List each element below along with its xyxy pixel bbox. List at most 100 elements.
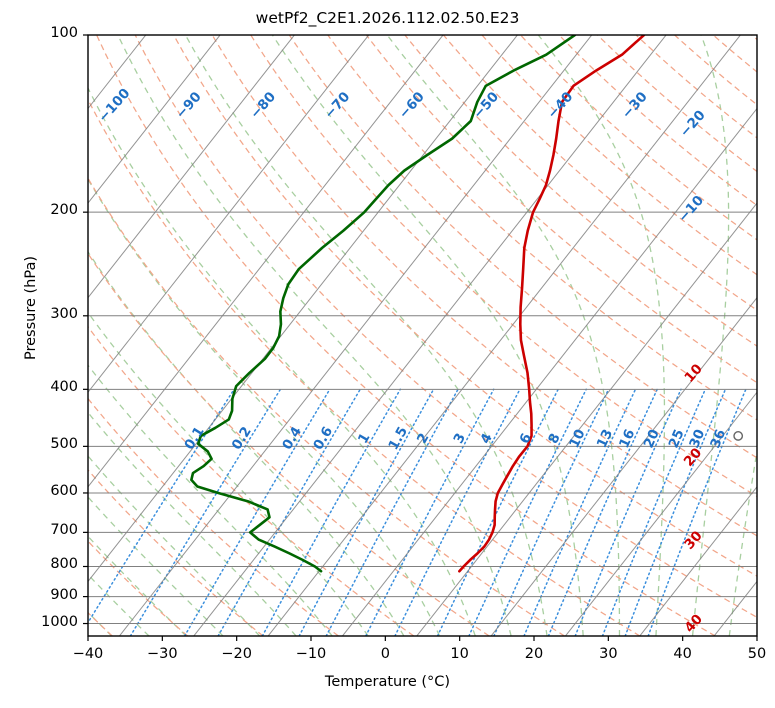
isotherm-50 <box>757 0 775 676</box>
mixing-ratio-0.2 <box>129 388 282 636</box>
isotherm--90 <box>88 35 221 204</box>
dry-adiabat-100 <box>327 35 757 421</box>
isotherms <box>0 0 775 676</box>
mixing-ratio-6 <box>436 388 559 636</box>
mixing-ratio-25 <box>601 388 707 636</box>
mixing-ratio-label-10: 10 <box>566 427 589 451</box>
x-tick-label-10: 10 <box>450 646 469 662</box>
x-axis-label: Temperature (°C) <box>324 674 451 690</box>
y-tick-label-400: 400 <box>50 379 78 396</box>
x-tick-label--10: −10 <box>295 646 327 662</box>
dry-adiabat-0 <box>88 325 415 636</box>
x-tick-label-40: 40 <box>673 646 692 662</box>
sounding-curves <box>190 35 646 573</box>
svg-text:30: 30 <box>686 427 708 451</box>
mixing-ratio-30 <box>624 388 727 636</box>
curve-dewpoint <box>190 35 577 573</box>
isotherm-20 <box>564 391 757 636</box>
svg-text:25: 25 <box>666 427 688 451</box>
y-tick-label-800: 800 <box>50 556 78 573</box>
page-title: wetPf2_C2E1.2026.112.02.50.E23 <box>255 9 520 27</box>
y-tick-label-500: 500 <box>50 436 78 453</box>
mixing-ratio-0.1 <box>88 388 235 624</box>
moist-adiabat--20 <box>88 455 261 636</box>
dry-adiabat--10 <box>88 397 339 636</box>
isotherm--10 <box>341 107 757 636</box>
dry-adiabat--30 <box>88 540 189 636</box>
axis-ticks <box>83 34 758 641</box>
moist-adiabat-15 <box>117 35 512 636</box>
mixing-ratio-16 <box>547 388 658 636</box>
isotherm--120 <box>0 0 29 676</box>
mixing-ratio-0.4 <box>183 388 331 636</box>
moist-adiabat-0 <box>88 250 405 636</box>
mixing-ratio-label-36: 36 <box>707 427 729 450</box>
mixing-ratio-label-16: 16 <box>616 427 638 451</box>
mixing-ratio-label-20: 20 <box>641 427 663 451</box>
isotherm--70 <box>88 35 370 394</box>
svg-text:16: 16 <box>616 427 638 451</box>
moist-adiabat-50 <box>766 0 775 636</box>
dry-adiabat-30 <box>88 98 641 636</box>
x-tick-label-50: 50 <box>747 646 767 662</box>
y-tick-label-200: 200 <box>50 202 78 219</box>
mixing-ratio-3 <box>365 388 495 636</box>
dry-adiabat-90 <box>288 35 757 459</box>
svg-text:36: 36 <box>707 427 729 450</box>
isotherm-0 <box>416 202 757 636</box>
isotherm--30 <box>193 35 667 636</box>
y-tick-label-100: 100 <box>50 25 78 41</box>
isotherm-10 <box>490 296 757 636</box>
mixing-ratio-0.6 <box>217 388 361 636</box>
x-tick-label-30: 30 <box>599 646 618 662</box>
moist-adiabat-25 <box>271 35 584 636</box>
isotherm--50 <box>88 35 519 583</box>
mixing-ratio-1.5 <box>298 388 435 636</box>
mixing-ratio-36 <box>647 388 747 636</box>
dry-adiabat-60 <box>173 35 757 577</box>
moist-adiabat-5 <box>88 177 441 636</box>
lcl-marker <box>733 431 744 441</box>
x-tick-label-0: 0 <box>380 646 390 662</box>
dry-adiabat-70 <box>211 35 757 537</box>
mixing-ratio-1 <box>261 388 402 636</box>
mixing-ratio-lines <box>88 388 747 636</box>
isotherm-30 <box>639 486 757 636</box>
lcl-circle <box>733 431 744 441</box>
isotherm--40 <box>118 35 593 636</box>
mixing-ratio-label-30: 30 <box>686 427 708 451</box>
moist-adiabat--50 <box>0 227 37 636</box>
x-tick-label--30: −30 <box>147 646 178 662</box>
mixing-ratio-10 <box>493 388 610 636</box>
curve-temperature <box>458 35 646 573</box>
moist-adiabat-20 <box>184 35 548 636</box>
x-tick-label--40: −40 <box>72 646 104 662</box>
y-tick-label-700: 700 <box>50 522 78 539</box>
moist-adiabat--15 <box>88 411 297 636</box>
svg-text:13: 13 <box>594 427 616 451</box>
mixing-ratio-20 <box>574 388 682 636</box>
y-tick-label-900: 900 <box>50 586 78 603</box>
svg-text:10: 10 <box>566 427 589 451</box>
mixing-ratio-label-13: 13 <box>594 427 616 451</box>
mixing-ratio-8 <box>468 388 587 636</box>
isotherm--80 <box>88 35 296 299</box>
dry-adiabat-110 <box>365 35 757 384</box>
dry-adiabat-130 <box>442 35 757 311</box>
dry-adiabat-20 <box>88 177 565 636</box>
moist-adiabat-45 <box>728 447 757 636</box>
mixing-ratio-label-25: 25 <box>666 427 688 451</box>
y-tick-label-300: 300 <box>50 305 78 322</box>
isotherm--60 <box>88 35 444 488</box>
dry-adiabat-50 <box>134 35 757 619</box>
dry-adiabat-140 <box>481 35 757 276</box>
y-tick-label-600: 600 <box>50 482 78 499</box>
isotherm--20 <box>267 35 742 636</box>
svg-text:20: 20 <box>641 427 663 451</box>
x-tick-label--20: −20 <box>221 646 252 662</box>
y-tick-label-1000: 1000 <box>41 613 78 630</box>
x-tick-label-20: 20 <box>524 646 544 662</box>
